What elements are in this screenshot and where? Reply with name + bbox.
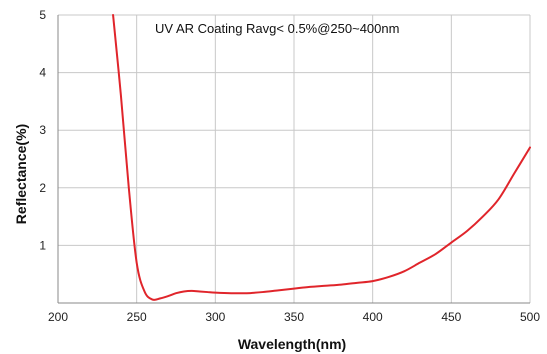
x-tick-label: 500 <box>520 310 540 324</box>
y-axis-title: Reflectance(%) <box>13 124 29 224</box>
x-tick-label: 350 <box>284 310 304 324</box>
grid <box>58 14 531 303</box>
x-tick-label: 250 <box>127 310 147 324</box>
y-tick-label: 1 <box>39 238 46 252</box>
x-axis-title: Wavelength(nm) <box>238 336 346 352</box>
y-tick-label: 2 <box>39 181 46 195</box>
x-tick-label: 400 <box>363 310 383 324</box>
x-tick-label: 300 <box>205 310 225 324</box>
series-layer <box>112 14 531 301</box>
chart-title: UV AR Coating Ravg< 0.5%@250~400nm <box>155 21 399 36</box>
y-tick-label: 3 <box>39 123 46 137</box>
y-tick-label: 4 <box>39 66 46 80</box>
x-tick-label: 200 <box>48 310 68 324</box>
axes <box>57 15 530 304</box>
y-tick-label: 5 <box>39 8 46 22</box>
x-tick-label: 450 <box>441 310 461 324</box>
tick-labels: 200 250 300 350 400 450 500 1 2 3 4 5 <box>39 8 540 324</box>
reflectance-series-line <box>112 14 531 301</box>
